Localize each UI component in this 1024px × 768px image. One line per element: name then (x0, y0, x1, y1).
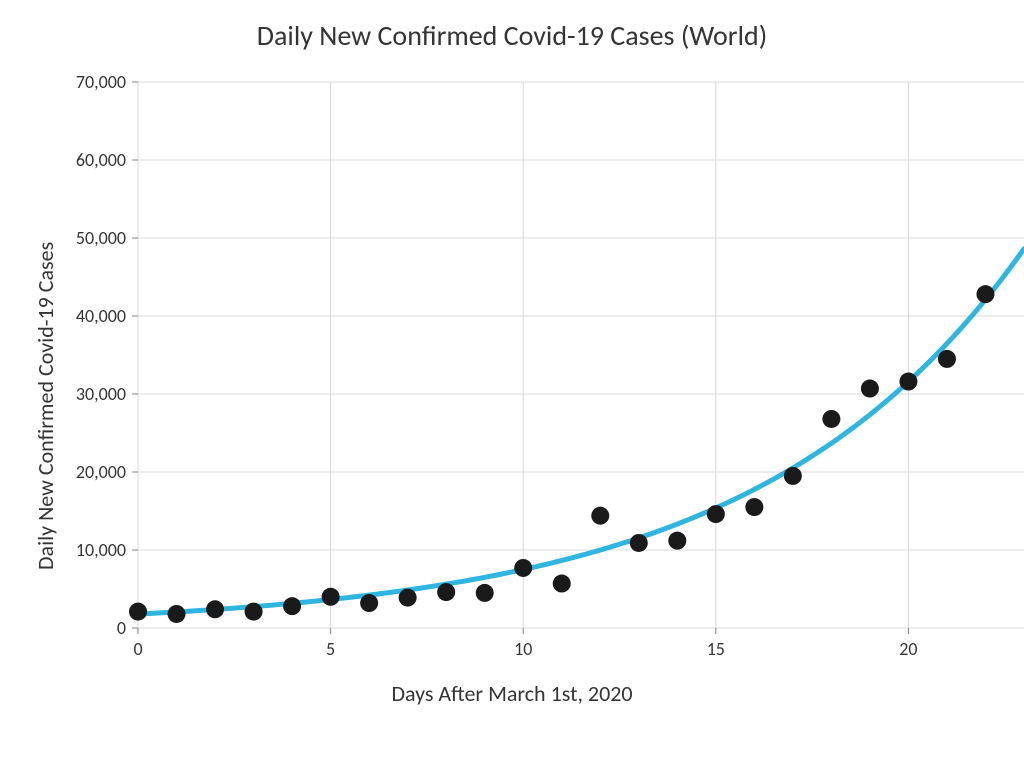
data-point (206, 600, 224, 618)
y-tick-label: 40,000 (76, 305, 126, 327)
data-point (668, 532, 686, 550)
x-tick-label: 5 (311, 638, 351, 660)
data-point (822, 410, 840, 428)
y-tick-label: 70,000 (76, 71, 126, 93)
x-tick-label: 10 (503, 638, 543, 660)
y-tick-label: 60,000 (76, 149, 126, 171)
x-tick-label: 0 (118, 638, 158, 660)
y-tick-label: 10,000 (76, 539, 126, 561)
x-tick-label: 20 (888, 638, 928, 660)
data-point (745, 498, 763, 516)
y-tick-label: 20,000 (76, 461, 126, 483)
data-point (168, 605, 186, 623)
data-point (283, 597, 301, 615)
data-point (976, 285, 994, 303)
data-point (938, 350, 956, 368)
data-point (245, 603, 263, 621)
y-tick-label: 30,000 (76, 383, 126, 405)
y-tick-label: 50,000 (76, 227, 126, 249)
data-point (861, 380, 879, 398)
data-point (784, 467, 802, 485)
chart-container: Daily New Confirmed Covid-19 Cases (Worl… (0, 0, 1024, 768)
data-point (707, 505, 725, 523)
data-point (360, 594, 378, 612)
data-point (553, 575, 571, 593)
data-point (129, 603, 147, 621)
data-point (630, 534, 648, 552)
data-point (514, 559, 532, 577)
data-point (899, 373, 917, 391)
y-tick-label: 0 (117, 617, 126, 639)
data-point (591, 507, 609, 525)
data-point (322, 588, 340, 606)
data-point (399, 589, 417, 607)
x-tick-label: 15 (696, 638, 736, 660)
data-point (437, 583, 455, 601)
data-point (476, 584, 494, 602)
